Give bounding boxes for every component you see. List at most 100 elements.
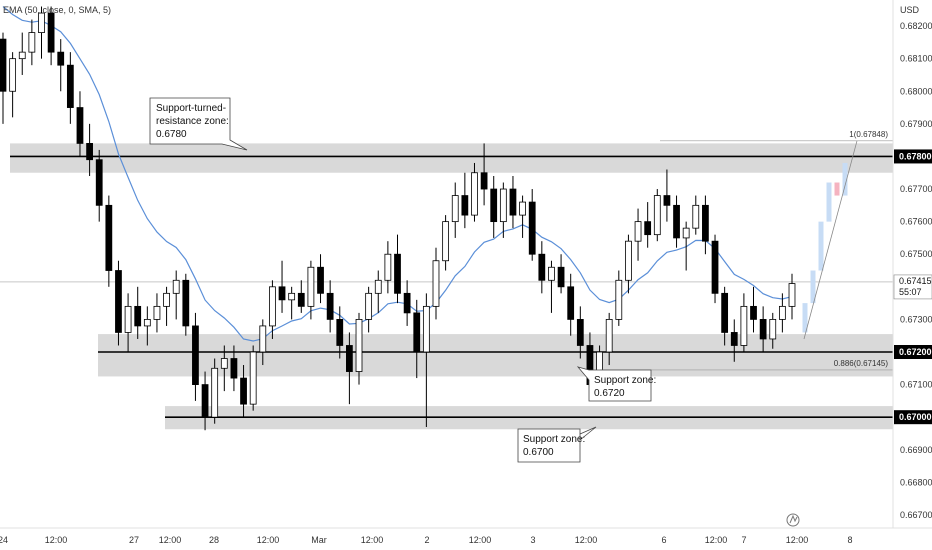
candle-body[interactable] [528,201,536,255]
price-tick-label: 0.67700 [900,184,932,194]
candle-body[interactable] [220,358,228,369]
candle-body[interactable] [403,292,411,314]
time-tick-label: 12:00 [786,535,809,545]
time-tick-label: 27 [129,535,139,545]
candle-body[interactable] [153,305,161,320]
candle-body[interactable] [66,64,74,108]
candle-body[interactable] [451,195,459,223]
candle-body[interactable] [172,279,180,294]
candle-body[interactable] [422,305,430,353]
candle-body[interactable] [615,279,623,320]
candle-body[interactable] [769,319,777,340]
candle-body[interactable] [730,332,738,346]
candle-body[interactable] [307,266,315,307]
candle-body[interactable] [480,172,488,190]
candle-body[interactable] [249,351,257,405]
candle-body[interactable] [0,38,7,92]
candle-body[interactable] [778,305,786,320]
candle-body[interactable] [76,107,84,144]
candle-body[interactable] [105,204,113,271]
candles-layer[interactable] [0,6,796,431]
candle-body[interactable] [9,58,17,92]
time-tick-label: 7 [741,535,746,545]
candle-body[interactable] [230,358,238,379]
candle-body[interactable] [346,345,353,372]
candle-body[interactable] [115,270,122,333]
candle-body[interactable] [57,51,65,66]
candle-body[interactable] [740,305,748,346]
candle-body[interactable] [95,159,103,206]
candle-body[interactable] [548,266,555,281]
candle-body[interactable] [326,292,334,320]
callout-support-6720-line-2: 0.6720 [594,388,625,399]
candle-body[interactable] [750,305,757,320]
candle-body[interactable] [682,227,690,239]
replay-icon[interactable] [786,513,800,527]
candle-body[interactable] [182,279,190,327]
candle-body[interactable] [259,325,267,353]
candle-body[interactable] [519,201,526,216]
candle-body[interactable] [336,319,344,346]
candle-body[interactable] [634,221,642,242]
candle-body[interactable] [702,204,709,242]
candle-body[interactable] [759,319,767,340]
candle-body[interactable] [365,292,373,320]
candle-body[interactable] [557,266,565,288]
candle-body[interactable] [134,305,142,327]
candle-body[interactable] [605,319,613,353]
indicator-label[interactable]: EMA (50, close, 0, SMA, 5) [3,5,111,15]
candle-body[interactable] [721,292,729,333]
price-tick-label: 0.67900 [900,119,932,129]
price-axis[interactable]: 0.68200 0.68100 0.68000 0.67900 0.67800 0.677… [900,21,932,520]
candle-body[interactable] [788,283,796,307]
candle-body[interactable] [461,195,469,216]
time-axis[interactable]: 24 12:00 27 12:00 28 12:00 Mar 12:00 2 12:00 3 12:0… [0,535,853,545]
candle-body[interactable] [47,12,55,53]
price-tick-label: 0.66800 [900,477,932,487]
price-tick-label: 0.67300 [900,314,932,324]
candle-body[interactable] [499,188,507,223]
candle-body[interactable] [269,286,276,327]
candle-body[interactable] [384,253,392,281]
candle-body[interactable] [38,12,45,33]
candle-body[interactable] [211,367,219,418]
candle-body[interactable] [374,279,382,294]
candle-body[interactable] [317,266,324,294]
callout-support-6700-line-2: 0.6700 [523,447,554,458]
candle-body[interactable] [567,286,575,320]
candle-body[interactable] [576,319,584,346]
candle-body[interactable] [663,195,671,206]
candle-body[interactable] [201,384,209,418]
candle-body[interactable] [394,253,401,294]
candle-body[interactable] [442,221,449,262]
candle-body[interactable] [86,143,93,161]
candle-body[interactable] [538,253,546,281]
candle-body[interactable] [644,221,652,236]
level-price-text: 0.67800 [899,151,932,161]
candle-body[interactable] [432,260,440,307]
candle-body[interactable] [653,195,661,236]
zone-1 [98,334,893,377]
candle-body[interactable] [163,292,170,307]
candle-body[interactable] [240,377,247,405]
candle-body[interactable] [673,204,680,239]
candle-body[interactable] [143,319,151,327]
candle-body[interactable] [18,51,26,60]
candle-body[interactable] [28,32,36,53]
candle-body[interactable] [490,188,498,223]
candle-body[interactable] [471,172,478,216]
candle-body[interactable] [711,240,719,294]
candle-body[interactable] [297,292,305,307]
candle-body[interactable] [288,292,296,301]
candle-body[interactable] [192,325,199,385]
candle-body[interactable] [413,312,421,353]
candle-body[interactable] [278,286,286,301]
candle-body[interactable] [124,305,132,333]
candle-body[interactable] [692,204,700,229]
candle-body[interactable] [509,188,517,216]
zones-layer [10,143,893,430]
level-price-tag [894,149,932,164]
candle-body[interactable] [625,240,632,281]
candle-body[interactable] [355,319,363,372]
